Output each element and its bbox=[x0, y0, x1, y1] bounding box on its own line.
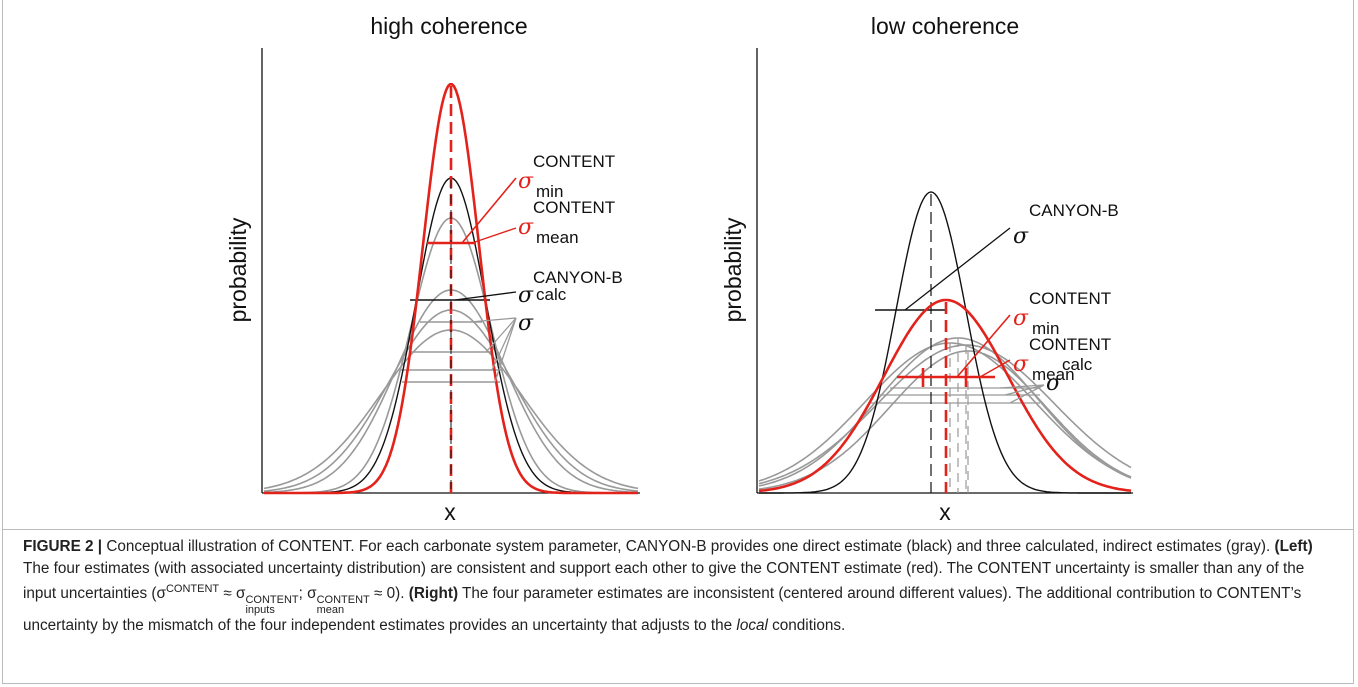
math-sub: mean bbox=[316, 604, 345, 616]
sigma-sup: CONTENT bbox=[533, 198, 615, 217]
math-symbol: σ bbox=[156, 585, 166, 602]
sigma-symbol: σ bbox=[518, 311, 534, 336]
sigma-symbol: σ bbox=[518, 169, 534, 194]
math-sup: CONTENT bbox=[245, 594, 299, 606]
sigma-sub: calc bbox=[536, 285, 567, 304]
sigma-sub: mean bbox=[536, 228, 579, 247]
math-sup: CONTENT bbox=[165, 583, 220, 595]
line bbox=[1009, 384, 1045, 404]
line bbox=[999, 384, 1045, 389]
math-sub: inputs bbox=[245, 604, 275, 616]
caption-text: The four parameter estimates are inconsi… bbox=[23, 585, 1302, 634]
math-symbol: σ bbox=[236, 585, 246, 602]
caption-text: ≈ 0). bbox=[369, 585, 409, 602]
line bbox=[494, 317, 517, 383]
line bbox=[471, 227, 517, 244]
sigma-sup: CANYON-B bbox=[1029, 201, 1119, 220]
sigma-sup: calc bbox=[1062, 355, 1093, 374]
y-axis-label: probability bbox=[225, 217, 251, 322]
figure: high coherence probability x σ CONTENT m… bbox=[225, 13, 1133, 525]
line bbox=[485, 317, 517, 353]
sigma-sup: CANYON-B bbox=[533, 268, 623, 287]
caption-bold: (Left) bbox=[1274, 538, 1313, 555]
sigma-symbol: σ bbox=[518, 283, 534, 308]
x-axis-label: x bbox=[444, 499, 456, 525]
line bbox=[1004, 384, 1045, 396]
sigma-sup: CONTENT bbox=[533, 152, 615, 171]
caption-text: Conceptual illustration of CONTENT. For … bbox=[102, 538, 1275, 555]
line bbox=[469, 317, 517, 323]
caption-label: FIGURE 2 | bbox=[23, 538, 103, 555]
sigma-symbol: σ bbox=[1046, 371, 1062, 396]
distribution-curve bbox=[759, 191, 1131, 494]
sigma-sub: min bbox=[536, 182, 563, 201]
line bbox=[979, 359, 1011, 378]
line bbox=[461, 177, 517, 244]
caption-text: conditions. bbox=[767, 617, 846, 634]
plots bbox=[261, 48, 1133, 495]
panel-title: high coherence bbox=[370, 13, 527, 39]
line bbox=[904, 227, 1011, 311]
line bbox=[491, 317, 517, 371]
caption-text: ; bbox=[298, 585, 308, 602]
distribution-curve bbox=[758, 298, 1132, 493]
sigma-symbol: σ bbox=[1013, 224, 1029, 249]
caption-italic: local bbox=[736, 617, 768, 634]
y-axis-label: probability bbox=[720, 217, 746, 322]
sigma-symbol: σ bbox=[1013, 352, 1029, 377]
math-supsub: CONTENT mean bbox=[316, 594, 370, 616]
panel-title: low coherence bbox=[871, 13, 1019, 39]
sigma-sub: mean bbox=[1032, 365, 1075, 384]
caption-bold: (Right) bbox=[408, 585, 459, 602]
sigma-symbol: σ bbox=[518, 215, 534, 240]
sigma-symbol: σ bbox=[1013, 306, 1029, 331]
line bbox=[454, 291, 517, 301]
math-symbol: σ bbox=[307, 585, 317, 602]
line bbox=[956, 314, 1011, 378]
sigma-sup: CONTENT bbox=[1029, 335, 1111, 354]
x-axis-label: x bbox=[939, 499, 951, 525]
caption-text: The four estimates (with associated unce… bbox=[23, 559, 1305, 603]
sigma-sub: min bbox=[1032, 319, 1059, 338]
figure-caption: FIGURE 2 | Conceptual illustration of CO… bbox=[3, 529, 1353, 682]
distribution-curve bbox=[264, 83, 638, 495]
sigma-sup: CONTENT bbox=[1029, 289, 1111, 308]
caption-text: ≈ bbox=[219, 585, 237, 602]
math-sup: CONTENT bbox=[316, 594, 370, 606]
math-supsub: CONTENT inputs bbox=[245, 594, 299, 616]
